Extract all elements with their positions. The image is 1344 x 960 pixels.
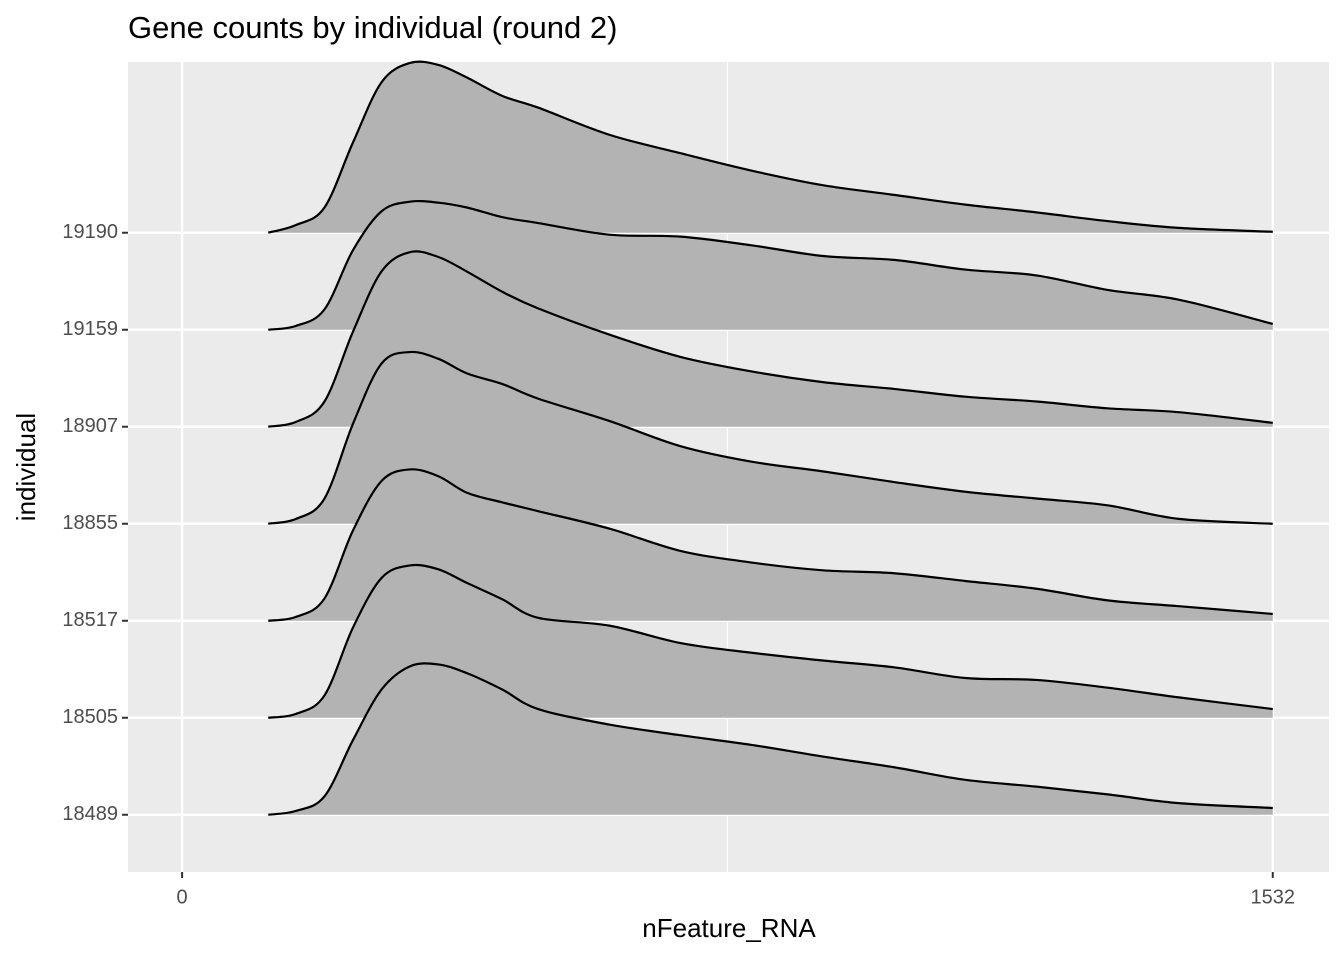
- y-tick-label: 19159: [62, 318, 118, 340]
- ridge-fill: [268, 351, 1273, 524]
- ridge-line: [268, 199, 1274, 331]
- ridge-line: [268, 350, 1273, 525]
- y-tick-label: 18907: [62, 415, 118, 437]
- y-tick-label: 19190: [62, 221, 118, 243]
- ridge-line: [268, 468, 1273, 622]
- ridge-fill: [268, 61, 1273, 233]
- ridge-fill: [268, 201, 1273, 330]
- x-tick-label: 0: [177, 886, 188, 908]
- ridge-fill: [268, 251, 1273, 427]
- y-tick-label: 18517: [62, 609, 118, 631]
- ridge-line: [267, 60, 1273, 234]
- y-tick-label: 18855: [62, 512, 118, 534]
- x-axis-label: nFeature_RNA: [642, 913, 816, 943]
- y-tick-label: 18489: [62, 803, 118, 825]
- ridge-line: [268, 563, 1273, 719]
- ridges: [267, 60, 1274, 816]
- y-tick-label: 18505: [62, 706, 118, 728]
- y-axis-label: individual: [11, 413, 41, 521]
- ridge-line: [268, 662, 1273, 816]
- chart-title: Gene counts by individual (round 2): [128, 10, 617, 45]
- axes: 0 1532 18489 18505 18517 18855 18907 19159 19190: [62, 221, 1295, 908]
- ridge-line: [268, 250, 1273, 428]
- x-tick-label: 1532: [1251, 886, 1296, 908]
